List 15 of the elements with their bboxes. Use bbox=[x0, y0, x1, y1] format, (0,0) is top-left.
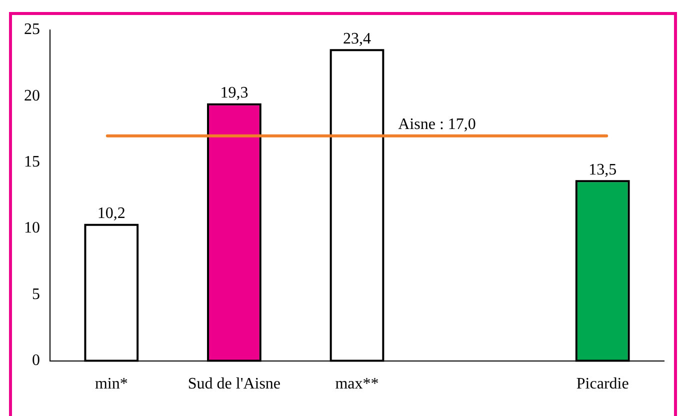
x-tick-label: min* bbox=[94, 376, 128, 393]
y-tick-label: 20 bbox=[24, 87, 40, 104]
y-tick-label: 25 bbox=[24, 21, 40, 38]
y-tick-label: 10 bbox=[24, 220, 40, 237]
x-tick-label: max** bbox=[335, 376, 379, 393]
data-label: 19,3 bbox=[220, 84, 248, 102]
y-tick-label: 0 bbox=[32, 352, 40, 370]
data-label: 10,2 bbox=[97, 205, 126, 222]
x-tick-label: Sud de l'Aisne bbox=[188, 376, 281, 393]
x-tick-label: Picardie bbox=[576, 376, 629, 393]
data-label: 13,5 bbox=[588, 161, 617, 178]
y-tick-label: 5 bbox=[32, 286, 40, 303]
data-label: 23,4 bbox=[343, 30, 371, 48]
y-tick-label: 15 bbox=[24, 154, 40, 171]
ref-line-label: Aisne : 17,0 bbox=[398, 116, 476, 134]
